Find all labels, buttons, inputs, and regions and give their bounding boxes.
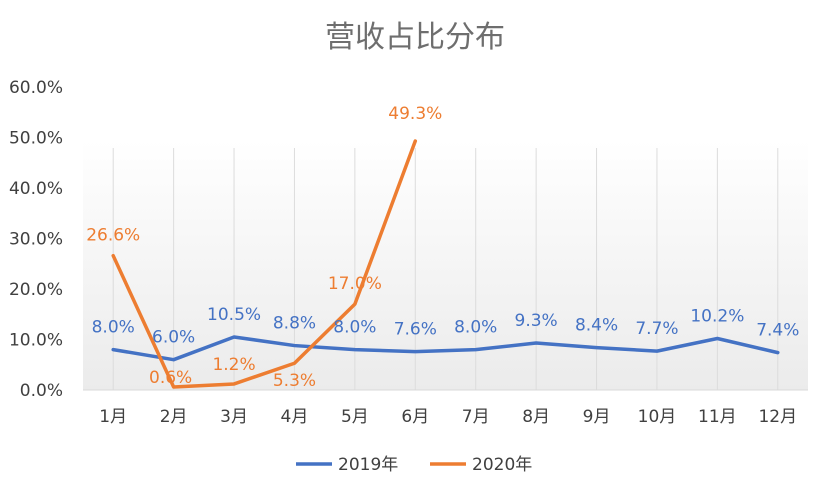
x-tick-label: 4月 (281, 407, 309, 427)
y-tick-label: 0.0% (20, 381, 63, 401)
x-tick-label: 8月 (522, 407, 550, 427)
x-tick-label: 1月 (99, 407, 127, 427)
series-lines (111, 139, 780, 389)
data-label: 26.6% (86, 226, 140, 246)
legend-label: 2020年 (472, 455, 532, 475)
data-label: 10.2% (690, 306, 744, 326)
series-line (111, 139, 418, 389)
x-tick-label: 11月 (698, 407, 737, 427)
y-tick-label: 50.0% (9, 129, 63, 149)
data-label: 7.6% (394, 320, 437, 340)
y-axis-ticks: 0.0% 10.0% 20.0% 30.0% 40.0% 50.0% 60.0% (9, 78, 63, 401)
series-line (111, 335, 780, 362)
x-axis-ticks: 1月 2月 3月 4月 5月 6月 7月 8月 9月 10月 11月 12月 (99, 407, 797, 427)
data-labels: 8.0% 6.0% 10.5% 8.8% 8.0% 7.6% 8.0% 9.3% 8.4% 7.7… (86, 104, 799, 391)
data-label: 7.7% (635, 319, 678, 339)
x-tick-label: 12月 (758, 407, 797, 427)
y-tick-label: 20.0% (9, 280, 63, 300)
data-label: 9.3% (515, 311, 558, 331)
data-label: 8.0% (454, 318, 497, 338)
x-tick-label: 2月 (160, 407, 188, 427)
data-label: 5.3% (273, 371, 316, 391)
x-tick-label: 9月 (583, 407, 611, 427)
x-tick-label: 5月 (341, 407, 369, 427)
legend: 2019年 2020年 (296, 455, 532, 475)
y-tick-label: 10.0% (9, 331, 63, 351)
y-tick-label: 30.0% (9, 230, 63, 250)
data-label: 6.0% (152, 328, 195, 348)
data-label: 7.4% (756, 321, 799, 341)
data-label: 8.8% (273, 314, 316, 334)
x-tick-label: 7月 (462, 407, 490, 427)
data-label: 8.0% (92, 318, 135, 338)
data-label: 17.0% (328, 274, 382, 294)
data-label: 0.6% (149, 368, 192, 388)
data-label: 1.2% (212, 355, 255, 375)
data-label: 8.0% (333, 318, 376, 338)
y-tick-label: 60.0% (9, 78, 63, 98)
x-tick-label: 6月 (401, 407, 429, 427)
y-tick-label: 40.0% (9, 179, 63, 199)
chart-title: 营收占比分布 (325, 20, 505, 55)
x-tick-label: 3月 (220, 407, 248, 427)
data-label: 10.5% (207, 305, 261, 325)
legend-label: 2019年 (338, 455, 398, 475)
data-label: 49.3% (388, 104, 442, 124)
data-label: 8.4% (575, 316, 618, 336)
x-tick-label: 10月 (638, 407, 677, 427)
